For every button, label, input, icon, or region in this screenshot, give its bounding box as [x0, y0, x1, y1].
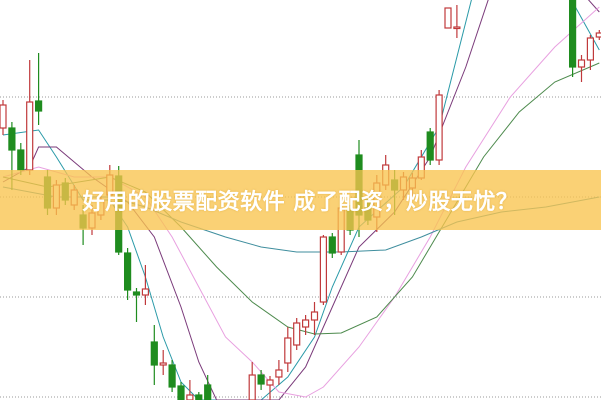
candle-body — [266, 379, 274, 386]
candle-body — [8, 127, 16, 151]
candle-body — [168, 364, 176, 388]
candle-body — [141, 288, 149, 296]
candle-body — [0, 104, 7, 129]
banner-text: 好用的股票配资软件 成了配资，炒股无忧？ — [82, 190, 519, 215]
candle-body — [568, 0, 577, 68]
candle-body — [123, 252, 132, 291]
candle-body — [177, 385, 185, 400]
candle-body — [150, 341, 158, 366]
candle-body — [186, 394, 194, 400]
candle-body — [435, 94, 443, 161]
candle-body — [284, 337, 292, 364]
candle-body — [328, 236, 336, 254]
candle-body — [195, 394, 203, 400]
candle-body — [132, 291, 141, 296]
candle-body — [595, 32, 601, 38]
candle-body — [257, 374, 265, 385]
candle-body — [34, 100, 43, 112]
candle-body — [26, 101, 34, 171]
candle-body — [426, 131, 434, 161]
promo-banner: 好用的股票配资软件 成了配资，炒股无忧？ — [0, 170, 601, 230]
candle-body — [453, 26, 461, 30]
candle-body — [204, 384, 212, 400]
candle-body — [444, 7, 452, 29]
candle-body — [586, 37, 595, 61]
candle-body — [302, 319, 310, 328]
candle-body — [159, 362, 167, 366]
candle-body — [577, 59, 586, 68]
candle-body — [319, 236, 327, 303]
candle-body — [275, 369, 283, 378]
candle-body — [293, 322, 301, 346]
candle-body — [17, 149, 25, 171]
candle-body — [248, 374, 256, 400]
candle-body — [310, 311, 319, 321]
moving-average-line — [587, 0, 600, 13]
